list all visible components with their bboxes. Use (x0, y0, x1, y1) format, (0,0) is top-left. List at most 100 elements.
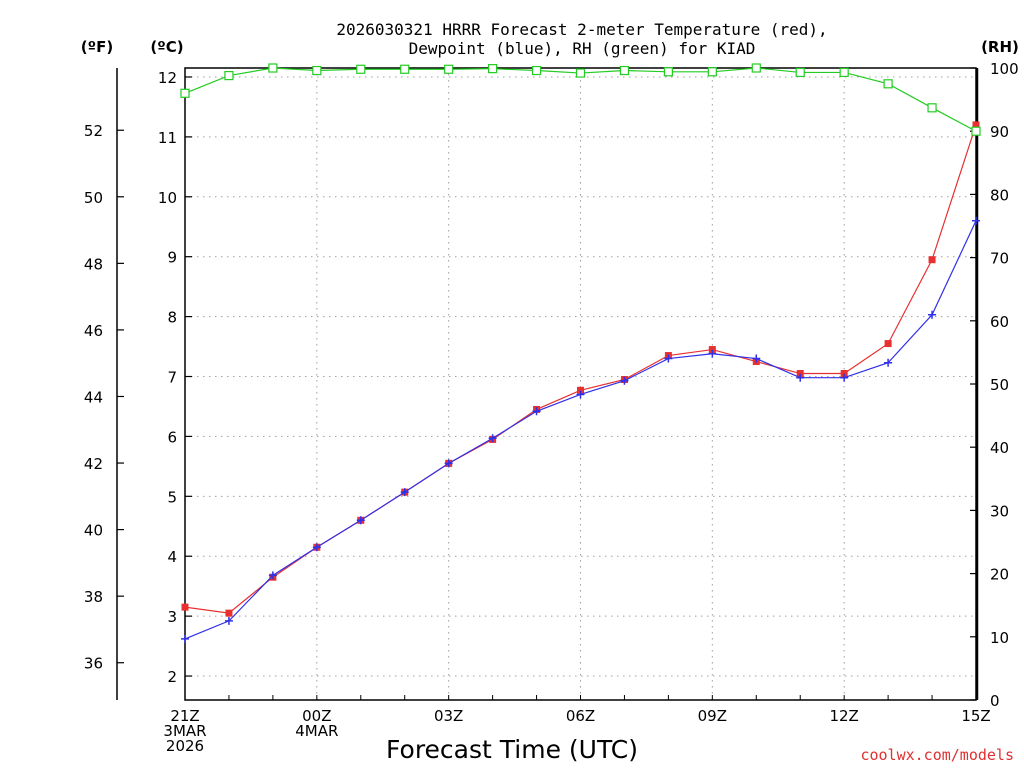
dewpoint-point (752, 354, 761, 363)
rh-tick-label: 90 (990, 123, 1009, 141)
temperature-point (840, 370, 848, 378)
dewpoint-point (356, 516, 365, 525)
rh-point (839, 67, 849, 78)
f-tick-label: 52 (84, 122, 103, 140)
dewpoint-point (181, 634, 189, 643)
dewpoint-point (532, 407, 541, 416)
dewpoint-point (576, 390, 585, 399)
dewpoint-point (796, 373, 805, 382)
c-tick-label: 10 (158, 189, 177, 207)
dewpoint-point (400, 488, 409, 497)
f-tick-label: 38 (84, 588, 103, 606)
rh-point (268, 63, 278, 73)
x-tick-label: 21Z (170, 707, 199, 725)
rh-tick-label: 80 (990, 186, 1009, 204)
rh-point (180, 88, 190, 98)
rh-point (751, 63, 761, 73)
rh-point (312, 65, 322, 76)
dewpoint-point (444, 459, 453, 468)
c-tick-label: 5 (167, 488, 177, 506)
x-axis-label: Forecast Time (UTC) (386, 735, 638, 764)
x-tick-label: 12Z (829, 707, 858, 725)
dewpoint-point (972, 216, 980, 225)
c-tick-label: 3 (167, 608, 177, 626)
x-tick-label: 03Z (434, 707, 463, 725)
rh-point (927, 103, 937, 113)
rh-point (356, 64, 366, 74)
temperature-point (577, 386, 584, 394)
rh-point (575, 68, 586, 78)
c-tick-label: 11 (158, 129, 177, 147)
rh-point (883, 79, 893, 89)
celsius-unit-label: (ºC) (150, 38, 183, 56)
rh-tick-label: 60 (990, 313, 1009, 331)
x-tick-label: 4MAR (295, 722, 338, 740)
temperature-point (225, 609, 233, 617)
c-tick-label: 2 (167, 668, 177, 686)
x-tick-label: 2026 (166, 737, 204, 755)
dewpoint-point (664, 354, 673, 363)
c-tick-label: 4 (167, 548, 177, 566)
f-tick-label: 46 (84, 322, 103, 340)
dewpoint-point (708, 349, 717, 358)
c-tick-label: 8 (167, 309, 177, 327)
rh-point (619, 65, 630, 76)
chart-title-line2: Dewpoint (blue), RH (green) for KIAD (409, 39, 756, 58)
rh-tick-label: 20 (990, 566, 1009, 584)
rh-tick-label: 40 (990, 439, 1009, 457)
dewpoint-point (488, 434, 497, 443)
x-tick-label: 00Z (302, 707, 331, 725)
c-tick-label: 7 (167, 369, 177, 387)
series-group (180, 63, 981, 643)
temperature-point (181, 603, 189, 611)
x-tick-label: 3MAR (163, 722, 206, 740)
temperature-point (796, 370, 804, 378)
dewpoint-point (884, 358, 893, 367)
dewpoint-point (840, 373, 849, 382)
c-tick-label: 12 (158, 69, 177, 87)
dewpoint-point (312, 543, 321, 552)
f-tick-label: 50 (84, 189, 103, 207)
dewpoint-point (928, 310, 937, 319)
temperature-point (884, 340, 892, 348)
rh-point (707, 67, 717, 77)
x-tick-label: 15Z (961, 707, 990, 725)
rh-tick-label: 50 (990, 376, 1009, 394)
rh-tick-label: 100 (990, 60, 1019, 78)
rh-point (531, 65, 542, 76)
f-tick-label: 42 (84, 455, 103, 473)
rh-tick-label: 10 (990, 629, 1009, 647)
rh-point (400, 64, 410, 74)
dewpoint-point (620, 376, 629, 385)
rh-tick-label: 30 (990, 502, 1009, 520)
dewpoint-line (184, 220, 977, 640)
grid-lines (185, 68, 976, 700)
rh-point (663, 67, 673, 77)
rh-point (488, 64, 498, 74)
temperature-point (972, 121, 980, 129)
plot-frame (184, 67, 977, 701)
x-tick-label: 06Z (566, 707, 595, 725)
chart-title-line1: 2026030321 HRRR Forecast 2-meter Tempera… (336, 20, 827, 39)
f-tick-label: 40 (84, 522, 103, 540)
rh-tick-label: 70 (990, 250, 1009, 268)
fahrenheit-unit-label: (ºF) (81, 38, 113, 56)
temperature-point (928, 256, 936, 264)
rh-point (224, 70, 234, 81)
c-tick-label: 6 (167, 428, 177, 446)
f-tick-label: 44 (84, 388, 103, 406)
temperature-point (708, 346, 716, 354)
f-tick-label: 36 (84, 655, 103, 673)
c-tick-label: 9 (167, 249, 177, 267)
rh-point (444, 64, 454, 74)
rh-unit-label: (RH) (981, 38, 1019, 56)
x-tick-label: 09Z (698, 707, 727, 725)
rh-point (971, 126, 981, 136)
dewpoint-point (224, 616, 233, 625)
rh-point (795, 67, 805, 78)
credit-text: coolwx.com/models (860, 746, 1014, 764)
dewpoint-point (268, 571, 277, 580)
rh-tick-label: 0 (990, 692, 1000, 710)
